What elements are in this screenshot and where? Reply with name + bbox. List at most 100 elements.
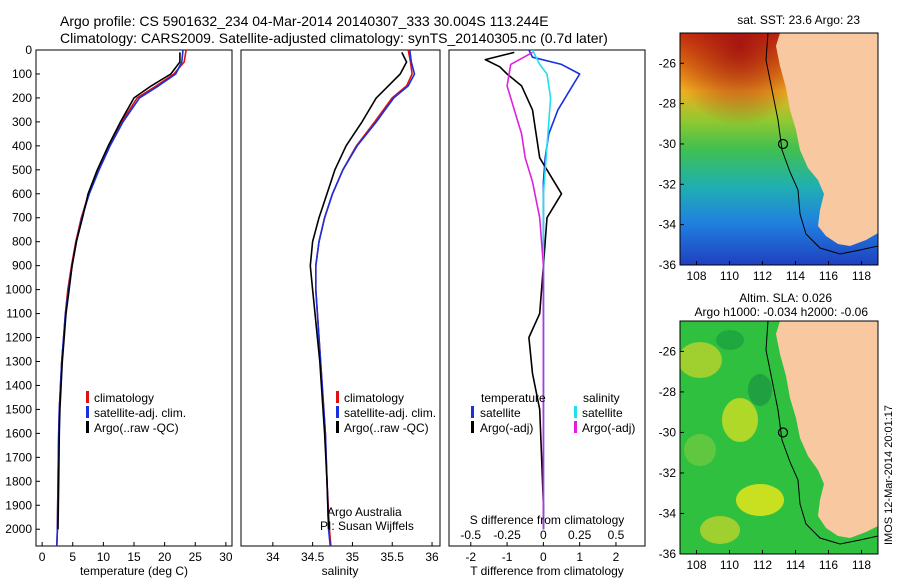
top-tick-label: -0.5 xyxy=(460,528,481,542)
sla-lon-ticks: 108 110 112 114 116 118 xyxy=(686,550,871,572)
y-tick-label: 1100 xyxy=(6,307,32,321)
y-tick-label: 1000 xyxy=(5,283,32,297)
salinity-series xyxy=(309,49,416,547)
x-tick-label: 35.5 xyxy=(381,550,405,564)
t-difference-xlabel: T difference from climatology xyxy=(470,564,624,578)
lat-tick-label: -36 xyxy=(659,547,677,561)
sla-map-panel: Altim. SLA: 0.026 Argo h1000: -0.034 h20… xyxy=(659,291,879,572)
y-tick-label: 200 xyxy=(12,91,32,105)
lon-tick-label: 110 xyxy=(720,269,739,283)
legend-label-satellite: satellite-adj. clim. xyxy=(94,406,186,420)
lon-tick-label: 116 xyxy=(819,558,838,572)
lat-tick-label: -30 xyxy=(659,137,677,151)
figure-title-line-2: Climatology: CARS2009. Satellite-adjuste… xyxy=(60,30,608,46)
sst-map-panel: sat. SST: 23.6 Argo: 23 108 110 112 114 116 1… xyxy=(659,13,879,283)
land-mass xyxy=(776,33,878,246)
shelf-contour xyxy=(765,321,878,545)
sla-blob xyxy=(700,516,740,544)
legend-title-salinity: salinity xyxy=(583,391,620,405)
salinity-legend: climatology satellite-adj. clim. Argo(..… xyxy=(336,391,436,435)
sst-map-title: sat. SST: 23.6 Argo: 23 xyxy=(737,13,860,27)
lat-tick-label: -34 xyxy=(659,506,677,520)
legend-label-satellite: satellite-adj. clim. xyxy=(344,406,436,420)
lat-tick-label: -30 xyxy=(659,425,677,439)
legend-swatch-climatology xyxy=(336,391,339,403)
x-tick-label: 20 xyxy=(158,550,172,564)
s-difference-axis-ticks: -0.5 -0.25 0 0.25 0.5 xyxy=(460,528,624,542)
x-tick-label: 0 xyxy=(540,550,547,564)
lon-tick-label: 108 xyxy=(686,269,706,283)
salinity-plot-frame xyxy=(240,49,441,547)
y-tick-label: 1900 xyxy=(5,498,32,512)
sst-map-frame xyxy=(679,32,879,266)
salinity-xlabel: salinity xyxy=(322,564,359,578)
y-tick-label: 100 xyxy=(12,67,32,81)
lon-tick-label: 108 xyxy=(686,558,706,572)
sla-map-title-2: Argo h1000: -0.034 h2000: -0.06 xyxy=(695,305,869,319)
y-tick-label: 300 xyxy=(12,115,32,129)
y-tick-label: 700 xyxy=(12,211,32,225)
lon-tick-label: 116 xyxy=(819,269,838,283)
y-tick-label: 900 xyxy=(12,259,32,273)
sla-blob xyxy=(716,330,744,350)
x-tick-label: -1 xyxy=(502,550,513,564)
y-tick-label: 1600 xyxy=(5,426,32,440)
x-tick-label: 25 xyxy=(189,550,203,564)
lon-tick-label: 112 xyxy=(753,558,772,572)
legend-title-temperature: temperature xyxy=(481,391,546,405)
y-tick-label: 1800 xyxy=(5,474,32,488)
lon-tick-label: 110 xyxy=(720,558,739,572)
x-tick-label: 36 xyxy=(425,550,439,564)
argo-raw-qc-line xyxy=(57,52,181,530)
x-tick-label: 1 xyxy=(576,550,583,564)
legend-label-argo: Argo(..raw -QC) xyxy=(344,421,429,435)
y-tick-label: 1200 xyxy=(5,331,32,345)
x-tick-label: 0 xyxy=(39,550,46,564)
lat-tick-label: -26 xyxy=(659,56,677,70)
lat-tick-label: -26 xyxy=(659,344,677,358)
difference-legend: temperature salinity satellite Argo(-adj… xyxy=(471,391,635,435)
x-tick-label: 10 xyxy=(97,550,111,564)
sla-map-frame xyxy=(679,320,879,555)
legend-label-s-argo: Argo(-adj) xyxy=(582,421,635,435)
lon-tick-label: 118 xyxy=(852,558,871,572)
lon-tick-label: 112 xyxy=(753,269,772,283)
y-tick-label: 1300 xyxy=(5,354,32,368)
sla-map-title-1: Altim. SLA: 0.026 xyxy=(739,291,832,305)
legend-swatch-t-satellite xyxy=(471,406,474,418)
legend-label-argo: Argo(..raw -QC) xyxy=(94,421,179,435)
x-tick-label: 35 xyxy=(346,550,360,564)
lon-tick-label: 114 xyxy=(786,269,805,283)
y-tick-label: 1500 xyxy=(5,402,32,416)
x-tick-label: 34.5 xyxy=(301,550,325,564)
difference-plot-frame xyxy=(448,49,646,547)
argo-raw-qc-line xyxy=(309,52,408,530)
y-tick-label: 400 xyxy=(12,139,32,153)
salinity-axis-ticks: 34 34.5 35 35.5 36 xyxy=(266,542,439,564)
t-difference-axis-ticks: -2 -1 0 1 2 xyxy=(465,542,620,564)
temperature-series xyxy=(56,49,187,547)
lat-tick-label: -34 xyxy=(659,218,677,232)
legend-swatch-satellite xyxy=(336,406,339,418)
legend-swatch-s-argo xyxy=(574,421,577,433)
sla-blob xyxy=(748,374,772,406)
legend-swatch-argo xyxy=(86,421,89,433)
legend-label-climatology: climatology xyxy=(344,391,404,405)
x-tick-label: 15 xyxy=(127,550,141,564)
y-tick-label: 800 xyxy=(12,235,32,249)
lon-tick-label: 114 xyxy=(786,558,805,572)
top-tick-label: 0 xyxy=(540,528,547,542)
x-tick-label: 34 xyxy=(266,550,280,564)
depth-axis-ticks: 0 100 200 300 400 500 600 700 800 900 1000 1100 1200… xyxy=(5,43,40,536)
salinity-argo-adj-line xyxy=(506,51,545,530)
land-mass xyxy=(776,321,878,538)
lat-tick-label: -32 xyxy=(659,177,677,191)
s-difference-label: S difference from climatology xyxy=(470,513,625,527)
legend-label-t-satellite: satellite xyxy=(480,406,521,420)
figure-title-line-1: Argo profile: CS 5901632_234 04-Mar-2014… xyxy=(60,13,549,29)
temperature-legend: climatology satellite-adj. clim. Argo(..… xyxy=(86,391,186,435)
legend-label-t-argo: Argo(-adj) xyxy=(480,421,533,435)
legend-swatch-t-argo xyxy=(471,421,474,433)
salinity-profile-panel: 34 34.5 35 35.5 36 salinity climatology sate… xyxy=(240,49,441,578)
legend-label-s-satellite: satellite xyxy=(582,406,623,420)
